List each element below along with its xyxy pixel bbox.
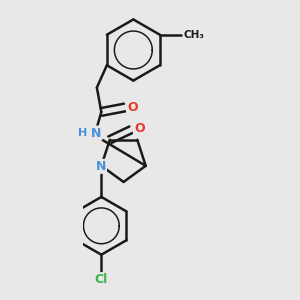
Text: H: H — [78, 128, 87, 138]
Text: CH₃: CH₃ — [183, 30, 204, 40]
Text: N: N — [91, 127, 101, 140]
Text: Cl: Cl — [95, 273, 108, 286]
Text: N: N — [96, 160, 106, 173]
Text: O: O — [127, 101, 138, 114]
Text: O: O — [134, 122, 145, 135]
